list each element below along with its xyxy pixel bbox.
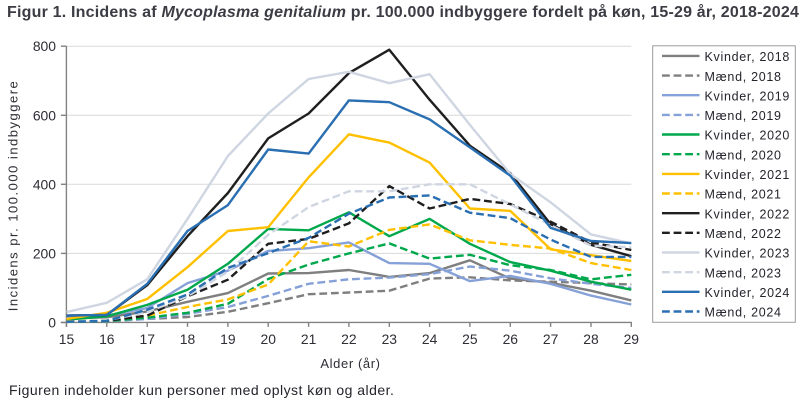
svg-text:21: 21 — [301, 331, 317, 347]
svg-text:16: 16 — [99, 331, 115, 347]
svg-text:200: 200 — [33, 245, 56, 261]
svg-text:15: 15 — [59, 331, 75, 347]
svg-text:26: 26 — [503, 331, 519, 347]
svg-text:Kvinder, 2024: Kvinder, 2024 — [705, 286, 791, 300]
svg-text:0: 0 — [48, 315, 56, 331]
svg-text:24: 24 — [422, 331, 438, 347]
svg-text:Mænd, 2023: Mænd, 2023 — [705, 266, 782, 280]
svg-text:18: 18 — [180, 331, 196, 347]
svg-text:22: 22 — [341, 331, 357, 347]
svg-text:17: 17 — [139, 331, 155, 347]
svg-text:Mænd, 2018: Mænd, 2018 — [705, 70, 782, 84]
svg-text:Incidens pr. 100.000 indbygger: Incidens pr. 100.000 indbyggere — [6, 80, 21, 312]
svg-text:Kvinder, 2023: Kvinder, 2023 — [705, 247, 791, 261]
svg-text:Kvinder, 2018: Kvinder, 2018 — [705, 50, 791, 64]
svg-text:600: 600 — [33, 107, 56, 123]
svg-text:Mænd, 2021: Mænd, 2021 — [705, 188, 782, 202]
svg-text:Kvinder, 2020: Kvinder, 2020 — [705, 129, 791, 143]
svg-text:19: 19 — [220, 331, 236, 347]
svg-text:Kvinder, 2021: Kvinder, 2021 — [705, 168, 791, 182]
svg-text:28: 28 — [583, 331, 599, 347]
svg-text:Mænd, 2019: Mænd, 2019 — [705, 109, 782, 123]
svg-text:Mænd, 2020: Mænd, 2020 — [705, 148, 782, 162]
svg-text:Mænd, 2022: Mænd, 2022 — [705, 227, 782, 241]
svg-text:23: 23 — [382, 331, 398, 347]
svg-text:Kvinder, 2022: Kvinder, 2022 — [705, 207, 791, 221]
svg-text:Mænd, 2024: Mænd, 2024 — [705, 306, 782, 320]
svg-text:Kvinder, 2019: Kvinder, 2019 — [705, 89, 791, 103]
svg-text:29: 29 — [624, 331, 640, 347]
svg-text:Alder (år): Alder (år) — [320, 356, 380, 371]
svg-text:27: 27 — [543, 331, 559, 347]
svg-text:800: 800 — [33, 38, 56, 54]
svg-text:25: 25 — [462, 331, 478, 347]
svg-text:20: 20 — [260, 331, 276, 347]
svg-text:400: 400 — [33, 176, 56, 192]
